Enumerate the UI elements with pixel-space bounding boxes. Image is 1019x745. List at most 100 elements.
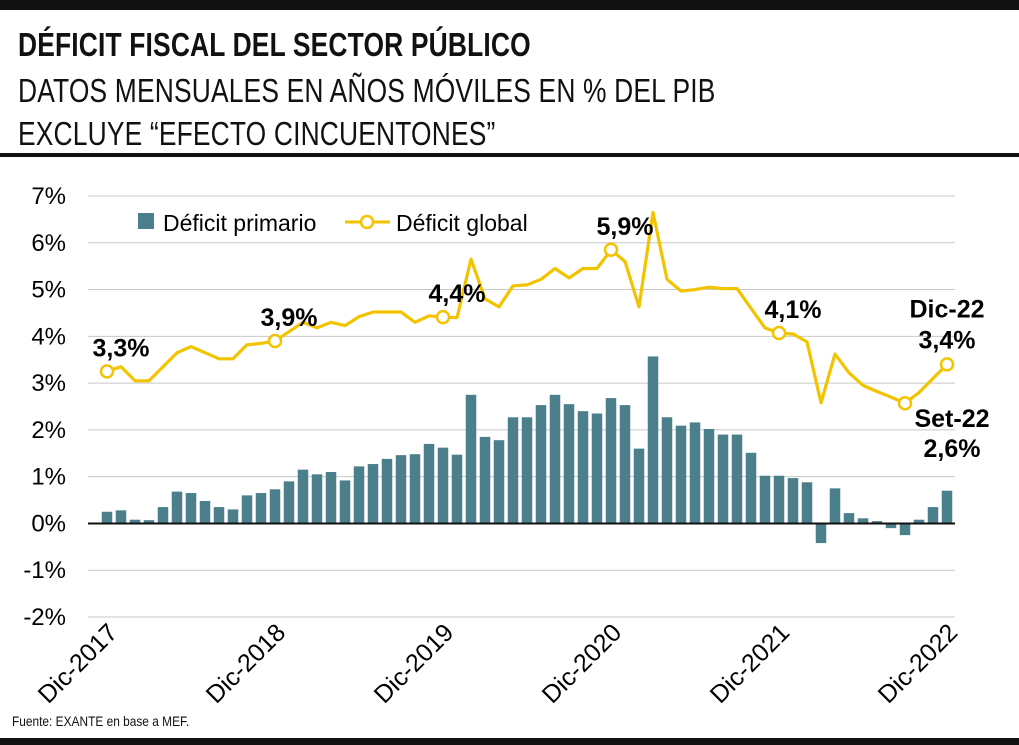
annotation-labels: 3,3% 3,9% 4,4% 5,9% 4,1% Set-222,6% Dic-22 3,4% [93,213,990,463]
bar-primario [815,523,827,544]
bar-primario [465,394,477,524]
bar-primario [395,455,407,524]
primary-deficit-bars [101,356,953,544]
bar-primario [451,454,463,524]
line-marker [603,242,619,258]
bar-primario [437,447,449,524]
bar-primario [101,511,113,524]
x-tick-label: Dic-2019 [369,618,460,709]
y-tick-label: -1% [23,557,66,584]
bar-primario [941,490,953,524]
value-label: 4,1% [765,296,822,324]
bar-primario [409,454,421,524]
chart-subtitle-1: DATOS MENSUALES EN AÑOS MÓVILES EN % DEL… [18,72,716,109]
bar-primario [255,493,267,524]
bar-primario [507,417,519,524]
bar-primario [129,519,141,524]
y-axis-ticks: 7% 6% 5% 4% 3% 2% 1% 0% -1% -2% [23,183,66,631]
bar-primario [549,394,561,524]
bar-primario [115,510,127,524]
legend: Déficit primario Déficit global [138,210,528,236]
bar-primario [899,523,911,536]
value-label: 3,9% [261,304,318,332]
bar-primario [143,520,155,524]
line-marker [771,325,787,341]
bar-primario [339,480,351,524]
bar-primario [381,458,393,524]
bar-primario [703,428,715,524]
bar-primario [353,466,365,524]
legend-label-primario: Déficit primario [163,210,316,236]
bar-primario [297,469,309,524]
bar-primario [759,475,771,524]
bar-primario [591,413,603,524]
bar-primario [689,422,701,524]
bar-primario [157,507,169,524]
bar-primario [563,404,575,524]
deficit-chart: 7% 6% 5% 4% 3% 2% 1% 0% -1% -2% 3,3% 3,9% 4,4% 5,9% 4… [23,183,990,709]
y-tick-label: 2% [31,417,66,444]
chart-subtitle-2: EXCLUYE “EFECTO CINCUENTONES” [18,115,496,152]
bar-primario [745,452,757,524]
bar-primario [857,518,869,524]
bar-primario [885,523,897,529]
x-axis-ticks: Dic-2017 Dic-2018 Dic-2019 Dic-2020 Dic-2021… [33,618,964,709]
legend-swatch-primario [138,213,154,229]
line-marker [897,395,913,411]
value-label-date: Dic-22 [909,295,984,323]
y-tick-label: 3% [31,370,66,397]
value-label: 4,4% [429,280,486,308]
bar-primario [325,471,337,524]
bar-primario [787,478,799,524]
bar-primario [829,488,841,524]
legend-label-global: Déficit global [396,210,528,236]
bar-primario [927,507,939,524]
x-tick-label: Dic-2021 [705,618,796,709]
bar-primario [185,493,197,524]
bar-primario [731,434,743,524]
x-tick-label: Dic-2020 [537,618,628,709]
line-marker [99,364,115,379]
bar-primario [647,356,659,524]
bar-primario [213,507,225,524]
y-tick-label: -2% [23,604,66,631]
y-tick-label: 5% [31,277,66,304]
source-note: Fuente: EXANTE en base a MEF. [12,713,190,729]
bar-primario [773,475,785,524]
legend-marker-global [359,214,375,230]
annotation-markers [99,242,955,411]
bar-primario [535,405,547,524]
value-label: 5,9% [597,213,654,241]
y-tick-label: 6% [31,230,66,257]
x-tick-label: Dic-2018 [201,618,292,709]
bar-primario [171,491,183,524]
bottom-rule [0,738,1019,745]
bar-primario [241,495,253,524]
bar-primario [479,436,491,524]
bar-primario [605,398,617,524]
bar-primario [269,489,281,524]
chart-title: DÉFICIT FISCAL DEL SECTOR PÚBLICO [18,26,531,63]
y-tick-label: 7% [31,183,66,210]
bar-primario [311,474,323,524]
bar-primario [367,464,379,524]
y-tick-label: 4% [31,323,66,350]
x-tick-label: Dic-2022 [873,618,964,709]
global-deficit-line-group [106,210,949,405]
value-label: 3,4% [919,326,976,354]
line-global [106,210,949,405]
value-label: 2,6% [924,435,981,463]
line-marker [939,357,955,372]
bar-primario [843,513,855,524]
bar-primario [675,425,687,524]
value-label-date: Set-22 [914,405,989,433]
top-rule [0,0,1019,10]
bar-primario [493,440,505,524]
bar-primario [619,405,631,524]
y-tick-label: 1% [31,464,66,491]
value-label: 3,3% [93,334,150,362]
bar-primario [283,481,295,524]
bar-primario [577,411,589,524]
bar-primario [521,417,533,524]
line-marker [267,333,283,349]
